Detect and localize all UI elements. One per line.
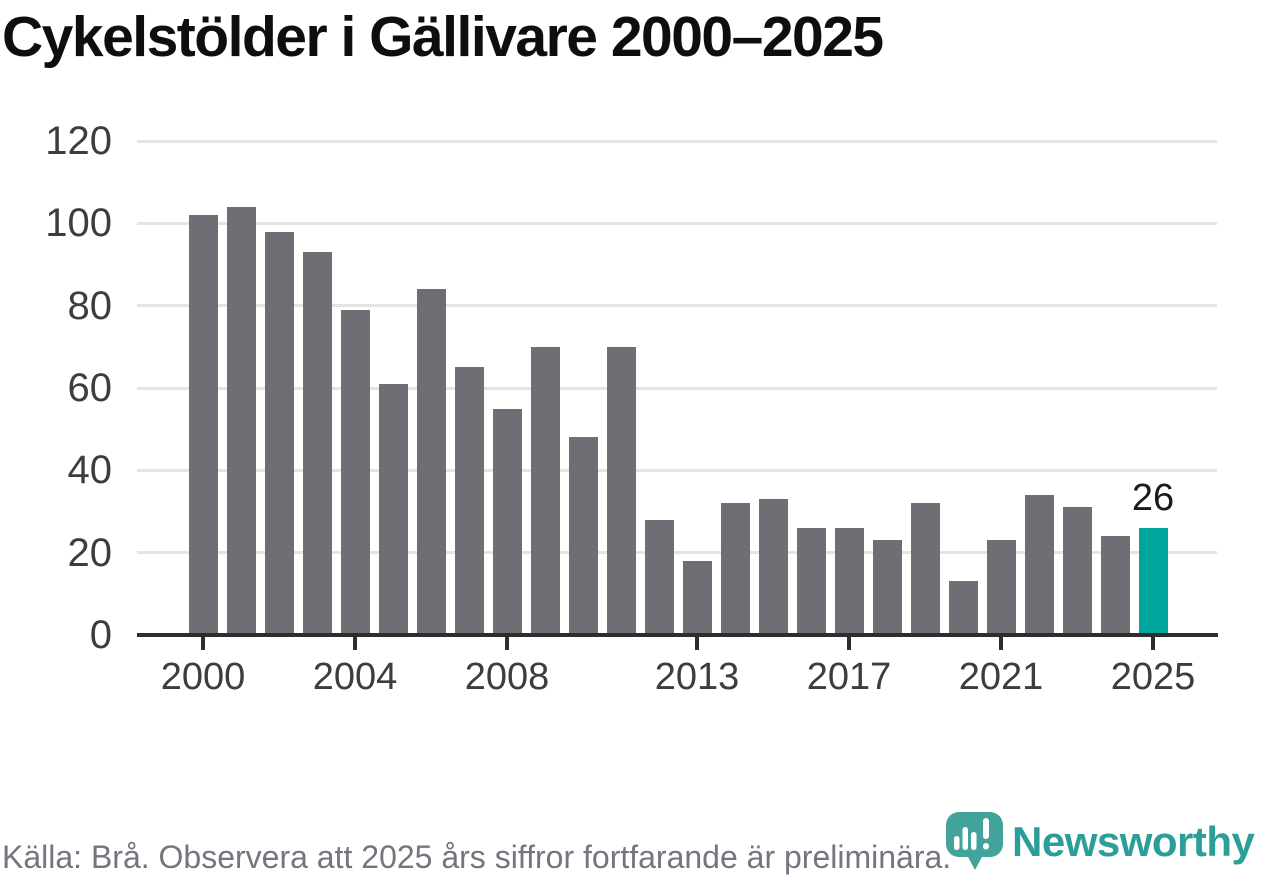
bar-2011 xyxy=(606,346,636,635)
x-tick-label-2013: 2013 xyxy=(654,656,740,698)
gridline-120 xyxy=(137,139,1217,143)
x-tick-label-2000: 2000 xyxy=(160,656,246,698)
bar-2012 xyxy=(644,519,674,635)
gridline-100 xyxy=(137,221,1217,225)
gridline-80 xyxy=(137,304,1217,308)
gridline-40 xyxy=(137,468,1217,472)
plot-area xyxy=(137,135,1217,635)
bar-2002 xyxy=(264,231,294,635)
gridline-20 xyxy=(137,551,1217,555)
bar-2008 xyxy=(492,408,522,635)
bar-2022 xyxy=(1024,495,1054,635)
bar-chart-badge-icon xyxy=(946,812,1003,870)
x-tick-2017 xyxy=(847,637,851,650)
y-tick-label-60: 60 xyxy=(67,366,113,410)
bar-2004 xyxy=(340,309,370,635)
x-tick-2013 xyxy=(695,637,699,650)
x-axis-line xyxy=(137,633,1218,637)
bar-2003 xyxy=(302,252,332,635)
x-tick-label-2004: 2004 xyxy=(312,656,398,698)
y-tick-label-100: 100 xyxy=(45,201,112,246)
source-note: Källa: Brå. Observera att 2025 års siffr… xyxy=(2,839,952,875)
newsworthy-logo-text: Newsworthy xyxy=(1012,818,1255,865)
bar-2025 xyxy=(1138,527,1168,635)
bar-2006 xyxy=(416,289,446,635)
y-tick-label-80: 80 xyxy=(67,283,113,328)
x-tick-label-2021: 2021 xyxy=(958,656,1044,698)
bar-2010 xyxy=(568,437,598,635)
y-tick-label-20: 20 xyxy=(67,530,113,575)
gridline-60 xyxy=(137,386,1217,390)
x-tick-2004 xyxy=(353,637,357,650)
bar-2021 xyxy=(986,540,1016,635)
y-tick-label-40: 40 xyxy=(67,448,113,493)
x-tick-2025 xyxy=(1151,637,1155,650)
bar-2015 xyxy=(758,499,788,635)
bar-2017 xyxy=(834,527,864,635)
x-tick-label-2008: 2008 xyxy=(464,656,550,698)
bar-2009 xyxy=(530,346,560,635)
bar-2020 xyxy=(948,581,978,635)
x-tick-2021 xyxy=(999,637,1003,650)
bar-2005 xyxy=(378,383,408,635)
bar-2016 xyxy=(796,527,826,635)
bar-2014 xyxy=(720,503,750,635)
bar-2001 xyxy=(226,206,256,635)
y-tick-label-0: 0 xyxy=(89,613,112,657)
y-tick-label-120: 120 xyxy=(45,119,112,163)
x-tick-label-2017: 2017 xyxy=(806,656,892,698)
bar-2000 xyxy=(188,215,218,635)
bar-2013 xyxy=(682,560,712,635)
highlight-value-label: 26 xyxy=(1131,477,1175,519)
bar-2019 xyxy=(910,503,940,635)
bar-2007 xyxy=(454,367,484,635)
newsworthy-logo: Newsworthy xyxy=(946,810,1258,876)
bar-2024 xyxy=(1100,536,1130,635)
x-tick-2008 xyxy=(505,637,509,650)
bar-2023 xyxy=(1062,507,1092,635)
bar-2018 xyxy=(872,540,902,635)
x-tick-label-2025: 2025 xyxy=(1110,656,1196,698)
chart-title: Cykelstölder i Gällivare 2000–2025 xyxy=(2,5,884,69)
x-tick-2000 xyxy=(201,637,205,650)
